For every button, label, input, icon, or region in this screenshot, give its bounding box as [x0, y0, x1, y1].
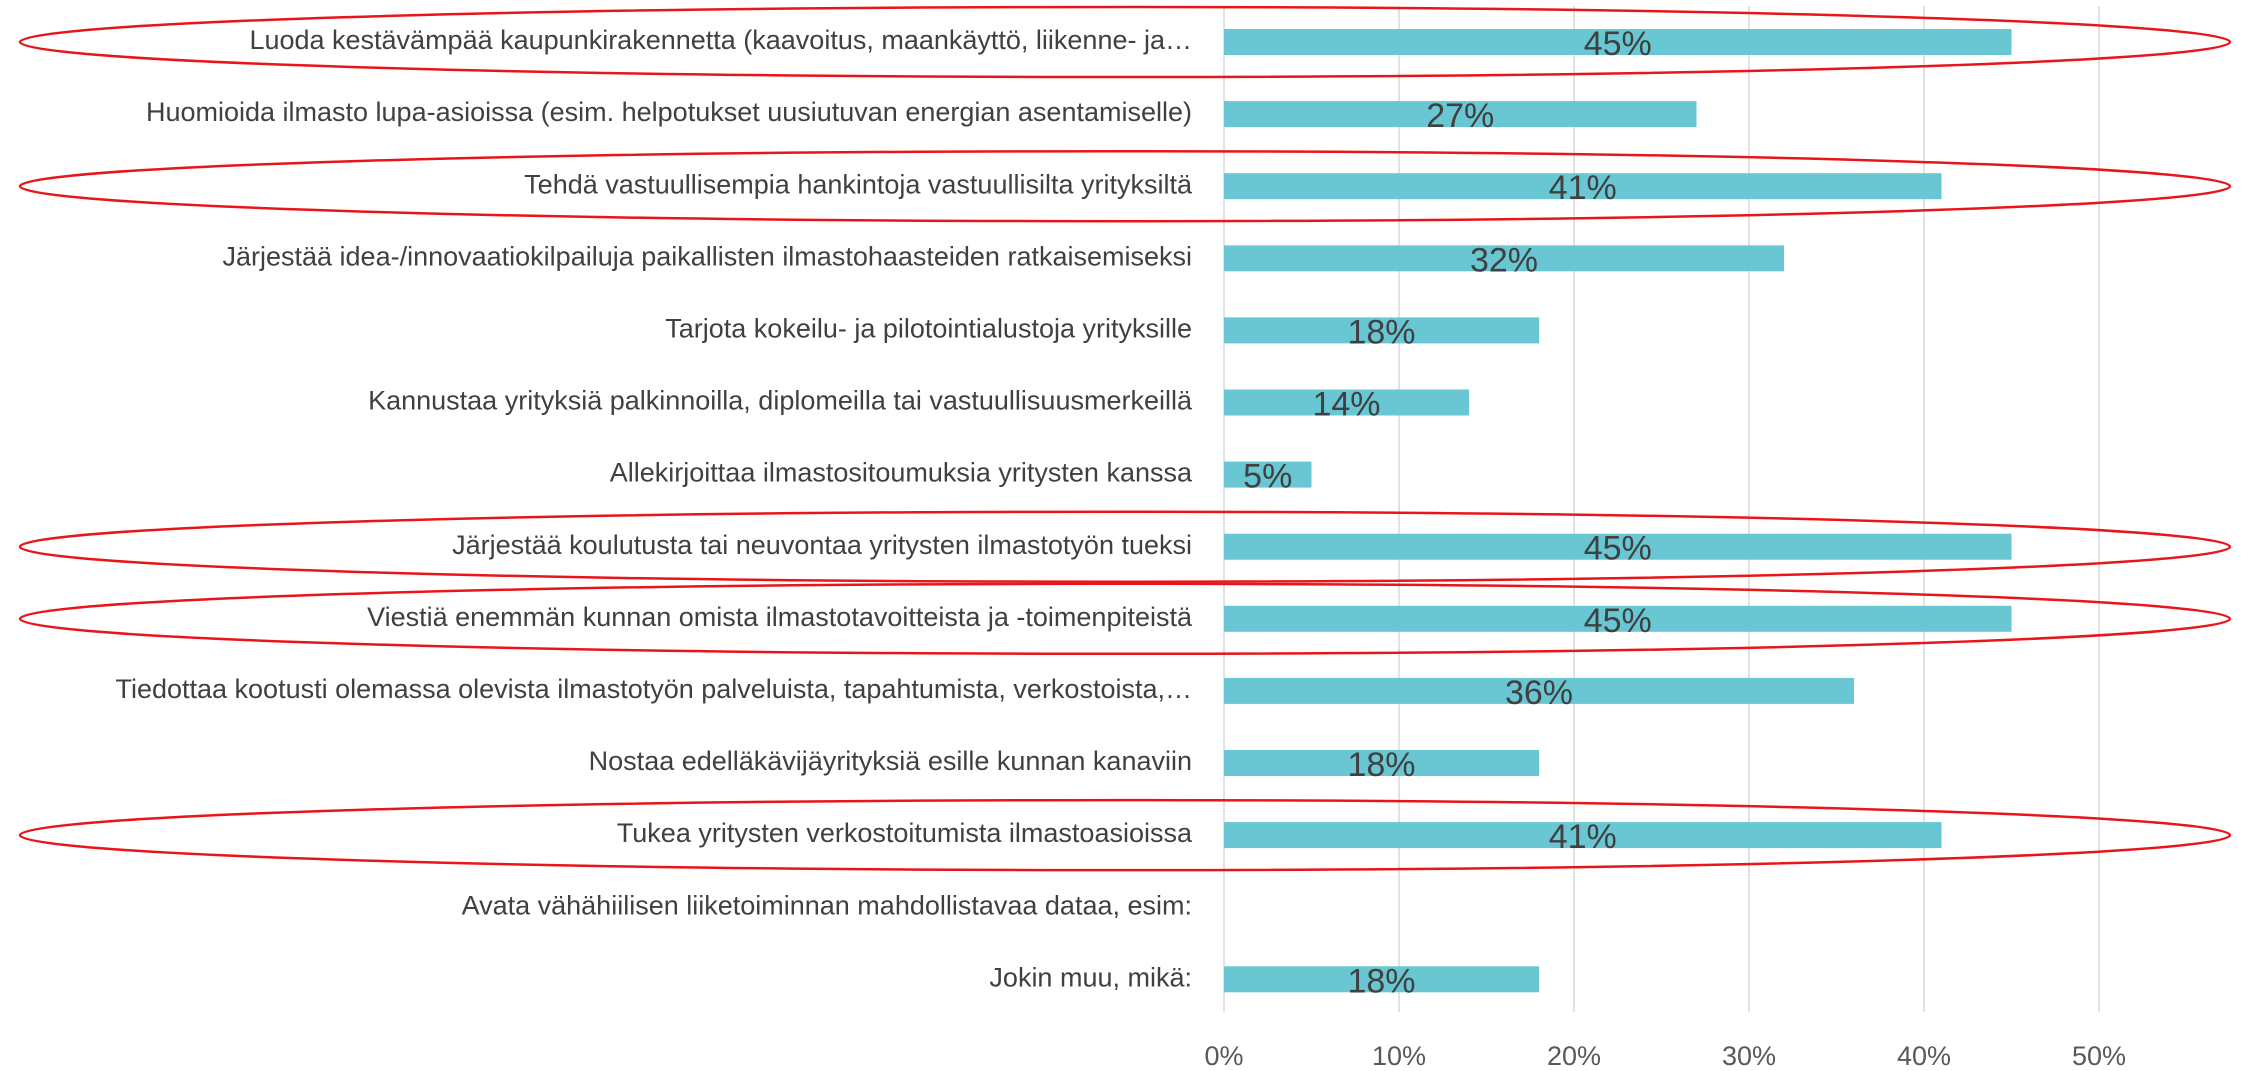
bar	[1224, 605, 2012, 632]
category-label: Tukea yritysten verkostoitumista ilmasto…	[617, 818, 1193, 848]
highlight-ellipse	[18, 582, 2232, 656]
bar	[1224, 29, 2012, 55]
category-label: Järjestää koulutusta tai neuvontaa yrity…	[452, 530, 1192, 560]
highlight-ellipse	[18, 149, 2232, 223]
category-label: Avata vähähiilisen liiketoiminnan mahdol…	[462, 890, 1192, 920]
bar	[1224, 750, 1539, 776]
data-label: 18%	[1347, 313, 1415, 351]
bar	[1224, 389, 1469, 416]
data-label: 41%	[1549, 818, 1617, 856]
category-label: Viestiä enemmän kunnan omista ilmastotav…	[367, 602, 1193, 632]
data-label: 18%	[1347, 746, 1415, 784]
bar	[1224, 533, 2012, 560]
bar	[1224, 461, 1312, 488]
data-label: 5%	[1243, 458, 1292, 496]
x-tick-label: 40%	[1897, 1041, 1951, 1071]
bar	[1224, 677, 1854, 704]
data-label: 18%	[1347, 962, 1415, 1000]
x-tick-label: 0%	[1204, 1041, 1243, 1071]
bar	[1224, 966, 1539, 993]
x-tick-label: 10%	[1372, 1041, 1426, 1071]
bar	[1224, 317, 1539, 344]
category-label: Nostaa edelläkävijäyrityksiä esille kunn…	[589, 746, 1192, 776]
data-label: 36%	[1505, 674, 1573, 712]
bar	[1224, 101, 1697, 128]
data-label: 45%	[1584, 602, 1652, 640]
highlight-ellipse	[18, 5, 2232, 79]
x-tick-label: 50%	[2072, 1041, 2126, 1071]
bar	[1224, 822, 1942, 849]
data-label: 14%	[1312, 385, 1380, 423]
category-label: Jokin muu, mikä:	[989, 962, 1192, 992]
highlight-ellipse	[18, 510, 2232, 583]
x-tick-label: 30%	[1722, 1041, 1776, 1071]
category-label: Luoda kestävämpää kaupunkirakennetta (ka…	[249, 25, 1192, 55]
data-label: 32%	[1470, 241, 1538, 279]
category-label: Tehdä vastuullisempia hankintoja vastuul…	[524, 169, 1193, 199]
category-label: Huomioida ilmasto lupa-asioissa (esim. h…	[146, 97, 1192, 127]
category-label: Tiedottaa kootusti olemassa olevista ilm…	[115, 674, 1192, 704]
bar	[1224, 173, 1942, 200]
x-tick-label: 20%	[1547, 1041, 1601, 1071]
data-label: 41%	[1549, 169, 1617, 207]
category-label: Järjestää idea-/innovaatiokilpailuja pai…	[222, 241, 1192, 271]
bar	[1224, 245, 1784, 272]
category-label: Tarjota kokeilu- ja pilotointialustoja y…	[665, 314, 1192, 344]
highlight-ellipse	[18, 798, 2232, 872]
data-label: 45%	[1584, 25, 1652, 63]
category-label: Allekirjoittaa ilmastositoumuksia yritys…	[610, 458, 1193, 488]
data-label: 45%	[1584, 530, 1652, 568]
data-label: 27%	[1426, 97, 1494, 135]
category-label: Kannustaa yrityksiä palkinnoilla, diplom…	[368, 386, 1193, 416]
